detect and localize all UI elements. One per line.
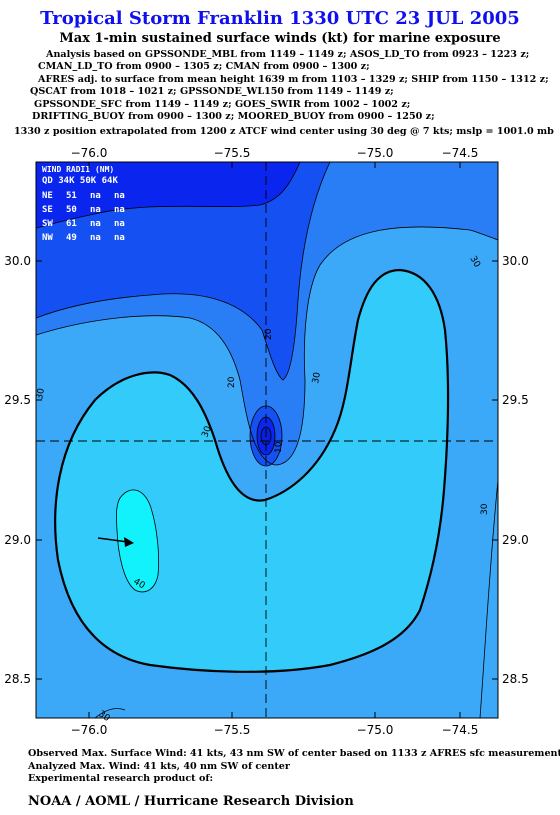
observed-max-wind: Observed Max. Surface Wind: 41 kts, 43 n… [28,748,560,759]
wind-radii-34k: 51 [66,191,77,201]
footer-notes: Observed Max. Surface Wind: 41 kts, 43 n… [28,748,560,786]
lat-tick-label-right: 29.5 [502,393,529,407]
contour-lines [36,162,498,718]
contour-line [94,708,126,718]
wind-field [36,162,498,718]
wind-radii-qd: SE [42,205,53,215]
wind-radii-64k: na [114,219,125,229]
analyzed-max-wind: Analyzed Max. Wind: 41 kts, 40 nm SW of … [28,760,290,772]
wind-radii-header: WIND RADII (NM) [42,165,114,174]
wind-radii-34k: 61 [66,219,77,229]
wind-radii-50k: na [90,233,101,243]
analysis-sources: Analysis based on GPSSONDE_MBL from 1149… [30,49,550,123]
position-note: 1330 z position extrapolated from 1200 z… [14,126,554,137]
lon-tick-label-top: −75.0 [357,146,394,160]
lon-tick-label-top: −74.5 [442,146,479,160]
band-10-20 [36,162,330,380]
max-wind-arrow-shaft [97,537,129,543]
research-note: Experimental research product of: [28,773,214,784]
contour-labels: 30 30 30 30 20 20 30 10 40 30 30 [35,255,490,725]
analysis-line: AFRES adj. to surface from mean height 1… [38,73,549,85]
max-wind-arrow-head [124,537,134,547]
wind-radii-qd: NW [42,233,53,243]
analysis-line: QSCAT from 1018 – 1021 z; GPSSONDE_WL150… [30,86,394,98]
map-frame [35,161,499,719]
wind-radii-64k: na [114,233,125,243]
lon-tick-label-top: −76.0 [71,146,108,160]
lat-tick-label-left: 28.5 [4,672,31,686]
map-subtitle: Max 1-min sustained surface winds (kt) f… [59,31,501,46]
lon-tick-label-top: −75.5 [214,146,251,160]
contour-label: 20 [264,328,274,340]
contour-label: 30 [35,387,47,400]
organization-credit: NOAA / AOML / Hurricane Research Divisio… [28,794,354,809]
wind-radii-34k: 50 [66,205,77,215]
tick-labels: −76.0 −75.5 −75.0 −74.5 −76.0 −75.5 −75.… [4,146,528,737]
lon-tick-label-bottom: −75.0 [357,723,394,737]
contour-label: 10 [274,441,284,453]
lat-tick-label-left: 29.5 [4,393,31,407]
wind-radii-50k: na [90,205,101,215]
wind-radii-qd: NE [42,191,53,201]
wind-radii-50k: na [90,219,101,229]
contour-line [36,162,331,381]
analysis-line: DRIFTING_BUOY from 0900 – 1300 z; MOORED… [32,111,435,123]
band-lt10 [36,162,300,228]
analysis-line: GPSSONDE_SFC from 1149 – 1149 z; GOES_SW… [34,98,411,110]
contour-line [479,479,498,718]
lat-tick-label-left: 29.0 [4,533,31,547]
lat-tick-label-right: 30.0 [502,254,529,268]
contour-label: 30 [311,371,323,384]
map-title: Tropical Storm Franklin 1330 UTC 23 JUL … [40,8,520,29]
wind-radii-columns: QD 34K 50K 64K [42,176,118,186]
contour-line [36,162,301,229]
wind-radii-64k: na [114,191,125,201]
contour-label: 30 [480,503,490,515]
lat-tick-label-left: 30.0 [4,254,31,268]
band-gt40 [116,489,159,592]
lon-tick-label-bottom: −76.0 [71,723,108,737]
contour-line [116,489,160,593]
axis-ticks [36,162,498,718]
wind-radii-64k: na [114,205,125,215]
analysis-line: CMAN_LD_TO from 0900 – 1305 z; CMAN from… [38,61,370,73]
wind-radii-qd: SW [42,219,53,229]
wind-radii-50k: na [90,191,101,201]
contour-line [36,226,498,466]
lat-tick-label-right: 28.5 [502,672,529,686]
contour-label: 30 [200,425,213,439]
lon-tick-label-bottom: −74.5 [442,723,479,737]
contour-label: 20 [227,376,237,388]
lat-tick-label-right: 29.0 [502,533,529,547]
wind-radii-34k: 49 [66,233,77,243]
wind-radii-table: WIND RADII (NM) QD 34K 50K 64K NE 51 na … [42,165,125,243]
analysis-line: Analysis based on GPSSONDE_MBL from 1149… [46,49,530,60]
contour-line [54,268,450,673]
lon-tick-label-bottom: −75.5 [214,723,251,737]
